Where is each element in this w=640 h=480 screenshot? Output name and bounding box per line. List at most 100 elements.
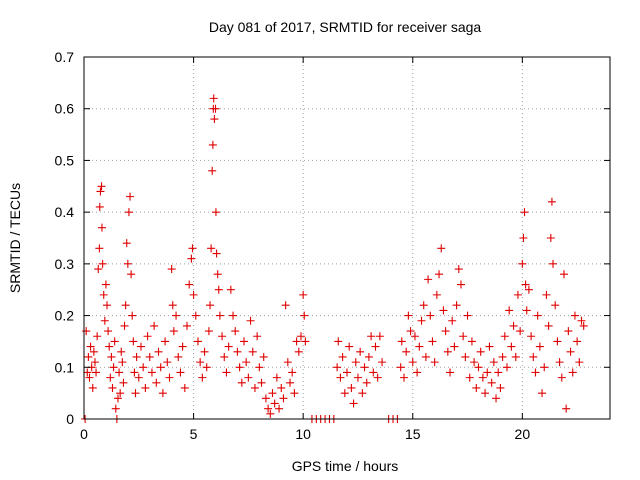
- data-point: [516, 327, 525, 336]
- data-point: [463, 311, 472, 320]
- data-point: [106, 373, 115, 382]
- data-point: [343, 368, 351, 377]
- data-point: [268, 389, 277, 398]
- data-point: [527, 332, 536, 341]
- data-point: [111, 404, 120, 413]
- data-point: [575, 358, 584, 367]
- data-point: [218, 332, 227, 341]
- data-point: [351, 358, 360, 367]
- data-point: [364, 352, 373, 361]
- data-point: [336, 373, 345, 382]
- data-point: [115, 368, 124, 377]
- data-point: [215, 311, 224, 320]
- y-tick-label: 0: [66, 411, 74, 427]
- data-point: [544, 321, 553, 330]
- data-point: [233, 347, 242, 356]
- data-point: [257, 378, 266, 387]
- data-point: [141, 383, 150, 392]
- data-point: [229, 311, 238, 320]
- data-point: [356, 347, 365, 356]
- data-point: [529, 352, 538, 361]
- data-point: [253, 332, 262, 341]
- data-point: [362, 378, 371, 387]
- data-point: [235, 363, 244, 372]
- data-point: [131, 389, 140, 398]
- data-point: [502, 363, 511, 372]
- data-point: [248, 347, 257, 356]
- data-point: [211, 208, 220, 217]
- data-point: [579, 321, 588, 330]
- data-point: [211, 104, 220, 113]
- data-point: [573, 337, 582, 346]
- data-point: [200, 347, 209, 356]
- data-point: [300, 311, 309, 320]
- data-point: [132, 352, 141, 361]
- data-point: [180, 383, 189, 392]
- data-point: [169, 327, 178, 336]
- data-point: [281, 301, 290, 310]
- data-point: [406, 327, 415, 336]
- data-point: [428, 337, 437, 346]
- data-point: [461, 352, 470, 361]
- data-point: [446, 368, 455, 377]
- data-point: [292, 337, 301, 346]
- data-point: [511, 352, 520, 361]
- data-point: [213, 270, 222, 279]
- data-point: [404, 311, 413, 320]
- data-point: [547, 197, 556, 206]
- data-point: [349, 399, 358, 408]
- data-point: [465, 373, 474, 382]
- data-point: [95, 202, 104, 211]
- data-point: [419, 301, 428, 310]
- data-point: [124, 208, 133, 217]
- data-point: [487, 378, 496, 387]
- data-point: [84, 352, 93, 361]
- data-point: [123, 259, 132, 268]
- data-point: [214, 285, 223, 294]
- x-tick-label: 5: [190, 426, 198, 442]
- data-point: [158, 389, 167, 398]
- data-point: [551, 301, 560, 310]
- data-point: [272, 373, 281, 382]
- data-point: [85, 373, 94, 382]
- data-point: [202, 363, 211, 372]
- data-point: [178, 342, 187, 351]
- data-point: [402, 347, 411, 356]
- data-point: [270, 399, 279, 408]
- data-point: [367, 332, 376, 341]
- data-point: [513, 290, 522, 299]
- data-point: [220, 352, 229, 361]
- data-point: [97, 223, 106, 232]
- data-point: [246, 316, 255, 325]
- data-point: [122, 239, 131, 248]
- data-point: [288, 368, 297, 377]
- data-point: [568, 368, 577, 377]
- data-point: [521, 280, 530, 289]
- data-point: [435, 270, 444, 279]
- y-tick-label: 0.6: [55, 101, 75, 117]
- data-point: [130, 368, 139, 377]
- data-point: [338, 352, 347, 361]
- data-point: [549, 259, 558, 268]
- data-point: [237, 378, 246, 387]
- data-point: [83, 368, 92, 377]
- data-point: [353, 373, 362, 382]
- data-point: [562, 404, 571, 413]
- data-point: [275, 404, 284, 413]
- data-point: [542, 290, 551, 299]
- data-point: [522, 306, 531, 315]
- data-point: [92, 368, 101, 377]
- data-point: [96, 187, 105, 196]
- data-point: [476, 347, 485, 356]
- data-point: [222, 368, 231, 377]
- data-point: [154, 347, 163, 356]
- y-tick-label: 0.5: [55, 152, 75, 168]
- y-axis-label: SRMTID / TECUs: [7, 183, 23, 293]
- data-point: [520, 208, 529, 217]
- data-point: [294, 347, 303, 356]
- data-point: [378, 358, 387, 367]
- data-point: [397, 337, 406, 346]
- data-point: [134, 373, 143, 382]
- data-point: [538, 389, 547, 398]
